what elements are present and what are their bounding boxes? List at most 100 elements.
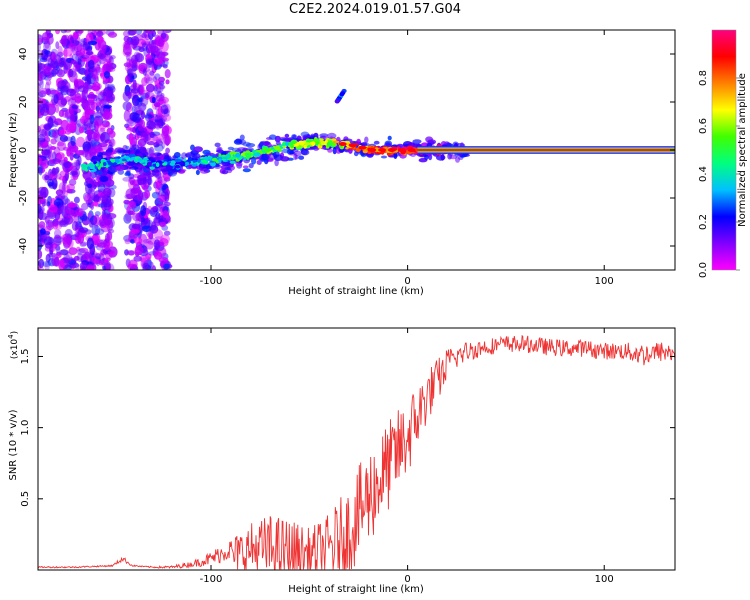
noise-speckle <box>130 36 140 46</box>
noise-speckle <box>83 193 93 204</box>
y-tick-label: 0 <box>18 147 29 153</box>
ridge-core <box>252 149 256 154</box>
ridge-core <box>114 158 120 164</box>
ridge-core <box>80 163 87 169</box>
ridge-haze <box>387 135 392 141</box>
ridge-haze <box>261 154 270 161</box>
noise-speckle <box>86 45 93 52</box>
noise-speckle <box>62 235 72 248</box>
noise-speckle <box>164 189 171 196</box>
noise-speckle <box>97 36 105 44</box>
noise-speckle <box>144 114 155 119</box>
noise-speckle <box>151 206 158 211</box>
noise-speckle <box>159 221 167 228</box>
noise-speckle <box>41 128 47 137</box>
noise-speckle <box>68 247 78 256</box>
noise-speckle <box>132 113 141 123</box>
ridge-haze <box>125 145 130 149</box>
ridge-core <box>326 142 331 147</box>
colorbar-frame <box>711 29 737 271</box>
ridge-core <box>208 156 213 160</box>
tone-segment <box>378 148 387 152</box>
ridge-haze <box>242 168 251 173</box>
noise-speckle <box>154 102 161 108</box>
noise-speckle <box>73 196 80 204</box>
snr-panel: -100 0 100 0.5 1.0 1.5 Height of straight li… <box>7 327 676 595</box>
noise-speckle <box>164 69 171 79</box>
noise-speckle <box>146 141 155 146</box>
noise-speckle <box>145 94 150 101</box>
noise-speckle <box>41 109 51 116</box>
ridge-haze <box>152 169 161 173</box>
noise-speckle <box>154 121 162 130</box>
noise-speckle <box>94 144 101 154</box>
ridge-haze <box>125 170 131 176</box>
noise-speckle <box>147 231 154 240</box>
ridge-core <box>262 147 266 151</box>
tone-segment <box>358 145 367 150</box>
noise-speckle <box>63 253 70 265</box>
noise-speckle <box>97 50 106 60</box>
noise-speckle <box>125 54 131 61</box>
ridge-haze <box>199 168 210 174</box>
noise-speckle <box>158 118 164 129</box>
ridge-haze <box>135 169 143 174</box>
y-tick-label: -40 <box>18 238 29 254</box>
noise-speckle <box>68 144 79 153</box>
noise-speckle <box>98 44 107 54</box>
noise-speckle <box>122 90 131 102</box>
ridge-core <box>345 147 349 150</box>
noise-speckle <box>163 263 170 270</box>
ridge-haze <box>138 177 149 181</box>
noise-speckle <box>38 212 48 220</box>
noise-speckle <box>59 249 69 256</box>
noise-speckle <box>44 242 54 249</box>
noise-speckle <box>51 255 60 267</box>
ridge-core <box>197 157 201 163</box>
ridge-haze <box>301 148 308 156</box>
ridge-haze <box>412 139 422 144</box>
ridge-core <box>87 166 91 170</box>
noise-speckle <box>139 84 145 96</box>
noise-speckle <box>100 127 106 132</box>
noise-speckle <box>82 141 92 152</box>
noise-speckle <box>80 54 90 60</box>
noise-speckle <box>89 219 94 228</box>
noise-speckle <box>39 106 50 117</box>
noise-speckle <box>130 229 140 234</box>
noise-speckle <box>57 261 65 268</box>
ridge-haze <box>115 165 124 172</box>
noise-speckle <box>126 250 136 256</box>
snr-x-ticks: -100 0 100 <box>200 328 614 585</box>
noise-speckle <box>57 96 67 107</box>
ridge-core <box>137 158 142 162</box>
ridge-haze <box>297 136 302 140</box>
noise-speckle <box>142 68 147 76</box>
noise-speckle <box>87 59 95 69</box>
noise-speckle <box>63 161 72 169</box>
ridge-core <box>298 141 305 146</box>
ridge-core <box>162 162 167 166</box>
noise-speckle <box>128 132 134 145</box>
noise-speckle <box>90 248 96 254</box>
noise-speckle <box>155 241 165 246</box>
ridge-core <box>367 145 371 148</box>
ridge-core <box>185 161 190 166</box>
ridge-core <box>267 147 272 152</box>
noise-speckle <box>140 205 147 217</box>
noise-speckle <box>94 252 104 258</box>
snr-frame <box>37 327 676 571</box>
noise-speckle <box>163 201 171 207</box>
noise-speckle <box>58 219 69 228</box>
noise-speckle <box>49 51 56 62</box>
noise-speckle <box>98 124 107 130</box>
noise-speckle <box>42 261 51 267</box>
ridge-core <box>253 152 257 157</box>
noise-speckle <box>87 183 93 189</box>
noise-speckle <box>140 254 150 264</box>
noise-speckle <box>70 112 75 124</box>
noise-speckle <box>69 262 80 269</box>
y-tick-label: 1.0 <box>20 420 31 436</box>
noise-speckle <box>60 85 69 96</box>
noise-speckle <box>58 258 65 270</box>
